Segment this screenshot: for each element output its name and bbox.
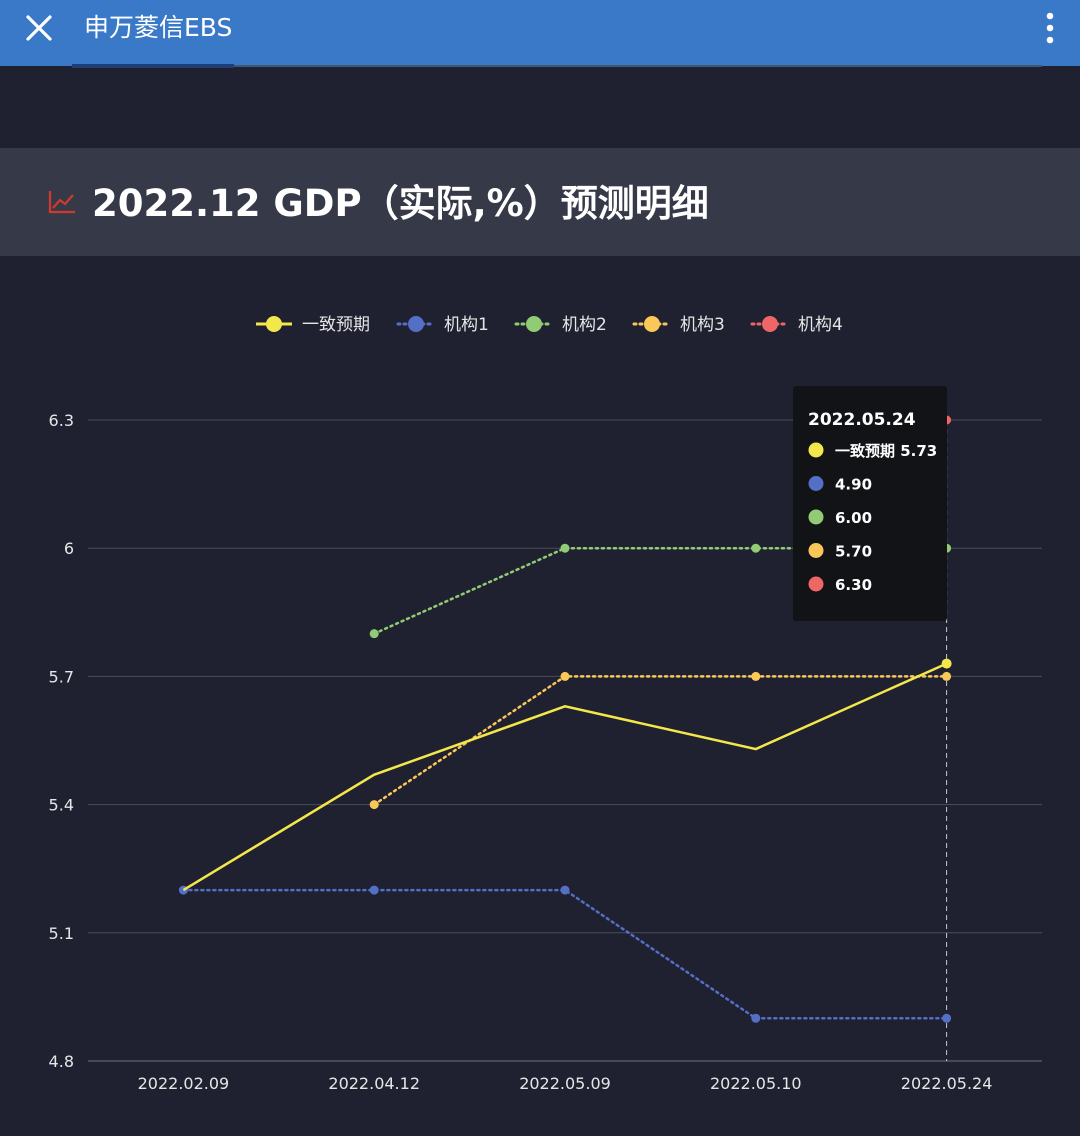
app-title: 申万菱信EBS <box>84 13 233 42</box>
chart-title-bar <box>0 148 1080 256</box>
tooltip-marker <box>808 476 824 491</box>
y-tick-label: 4.8 <box>49 1052 74 1071</box>
data-point[interactable] <box>751 543 761 553</box>
line-chart-icon <box>48 191 75 214</box>
y-tick-label: 6 <box>64 539 74 558</box>
x-tick-label: 2022.05.09 <box>519 1074 611 1093</box>
y-tick-label: 5.1 <box>49 924 74 943</box>
y-tick-label: 5.7 <box>49 667 74 686</box>
data-point[interactable] <box>369 629 379 639</box>
legend-item[interactable]: 机构2 <box>514 315 607 335</box>
tooltip-marker <box>808 509 824 525</box>
tab-divider <box>234 65 1042 67</box>
legend-label: 机构1 <box>444 315 489 335</box>
y-tick-label: 6.3 <box>49 411 74 430</box>
tooltip-value: 一致预期 5.73 <box>835 442 937 460</box>
series-line <box>372 675 948 806</box>
series-line <box>372 546 948 635</box>
y-tick-label: 5.4 <box>49 796 74 815</box>
data-point[interactable] <box>942 1013 952 1023</box>
legend-swatch-dot <box>526 316 542 332</box>
legend-swatch-dot <box>408 316 424 332</box>
series-line <box>182 662 948 892</box>
x-tick-label: 2022.05.24 <box>901 1074 993 1093</box>
tooltip-value: 6.00 <box>835 509 872 527</box>
legend-item[interactable]: 机构3 <box>632 315 725 335</box>
active-tab-indicator <box>72 64 234 68</box>
legend-swatch-dot <box>762 316 778 332</box>
tooltip-value: 6.30 <box>835 576 872 594</box>
data-point[interactable] <box>751 1013 761 1023</box>
data-point[interactable] <box>560 885 570 895</box>
tooltip-marker <box>808 442 824 458</box>
x-tick-label: 2022.05.10 <box>710 1074 802 1093</box>
legend-label: 机构2 <box>562 315 607 335</box>
legend-swatch-dot <box>266 316 282 332</box>
tooltip-value: 5.70 <box>835 543 872 561</box>
legend-label: 机构4 <box>798 315 843 335</box>
legend-item[interactable]: 一致预期 <box>256 315 370 335</box>
tooltip: 2022.05.24 一致预期 5.73 4.90 6.00 5.70 6.30 <box>793 386 947 621</box>
data-point[interactable] <box>369 885 379 895</box>
gdp-forecast-chart: 4.8 5.1 5.4 5.7 6 6.3 2022.02.09 2022.04.12 2022… <box>49 315 1042 1093</box>
tooltip-marker <box>808 543 824 558</box>
data-point[interactable] <box>560 543 570 553</box>
legend-item[interactable]: 机构1 <box>396 315 489 335</box>
data-point[interactable] <box>369 800 379 810</box>
data-point[interactable] <box>942 671 952 681</box>
legend-swatch-dot <box>644 316 660 332</box>
tooltip-value: 4.90 <box>835 476 872 494</box>
tooltip-title: 2022.05.24 <box>808 410 916 430</box>
data-point[interactable] <box>751 671 761 681</box>
x-tick-label: 2022.04.12 <box>328 1074 420 1093</box>
data-point[interactable] <box>941 658 952 669</box>
legend-label: 机构3 <box>680 315 725 335</box>
tooltip-background <box>793 386 947 621</box>
data-point[interactable] <box>560 671 570 681</box>
close-icon[interactable] <box>22 11 56 45</box>
app-bar: 申万菱信EBS <box>0 0 1080 66</box>
more-vertical-icon[interactable] <box>1042 10 1058 46</box>
x-tick-label: 2022.02.09 <box>138 1074 230 1093</box>
content-spacer <box>0 68 1080 148</box>
legend-item[interactable]: 机构4 <box>750 315 843 335</box>
tooltip-marker <box>808 576 824 592</box>
legend-label: 一致预期 <box>302 315 370 335</box>
series-line <box>182 888 948 1020</box>
chart-title: 2022.12 GDP（实际,%）预测明细 <box>92 182 709 225</box>
